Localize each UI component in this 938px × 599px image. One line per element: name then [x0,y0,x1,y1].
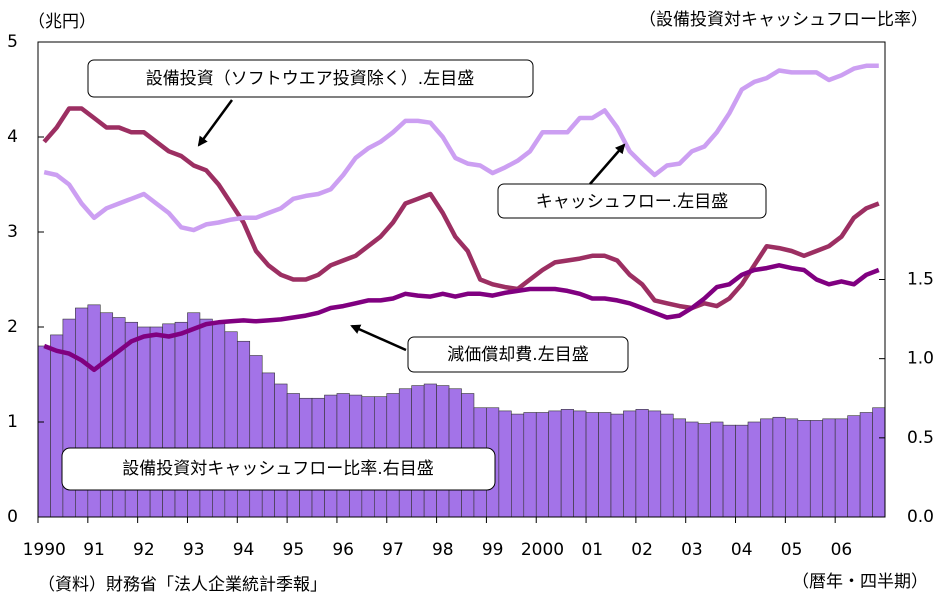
y-tick-label: 0 [7,507,18,527]
bar [772,416,786,518]
x-tick-label: 02 [631,540,653,560]
line-series [43,263,880,373]
x-tick-label: 03 [681,540,703,560]
series-label: 設備投資（ソフトウエア投資除く）.左目盛 [146,69,474,89]
bar [660,413,674,518]
bar [747,421,761,518]
bar [797,420,811,518]
annotation-box [61,447,496,491]
bar [548,410,562,518]
bar [697,423,711,518]
bar [598,412,612,518]
line-series [43,63,879,233]
x-tick-label: 1990 [23,540,66,560]
arrow [589,143,626,185]
bar [236,340,251,518]
y2-tick-label: 0.0 [907,507,934,527]
bar [511,413,525,518]
y2-axis-label: （設備投資対キャッシュフロー比率） [639,10,928,30]
arrow [197,99,234,147]
x-tick-label: 04 [731,540,753,560]
series-label: 減価償却費.左目盛 [447,345,588,365]
arrow [350,324,407,352]
x-tick-label: 96 [332,540,354,560]
bar [859,412,873,518]
bar [635,409,649,518]
y2-tick-label: 0.5 [907,428,934,448]
x-axis-label: （暦年・四半期） [792,572,928,592]
bar [785,418,799,518]
x-tick-label: 91 [83,540,105,560]
x-tick-label: 94 [233,540,255,560]
x-tick-label: 99 [482,540,504,560]
y2-tick-label: 1.5 [907,270,934,290]
x-tick-label: 01 [581,540,603,560]
bar [585,412,599,518]
bar [623,410,637,518]
x-tick-label: 05 [781,540,803,560]
y-tick-label: 1 [7,412,18,432]
bar [37,345,51,518]
bar [722,424,736,518]
line-series [42,106,880,311]
x-tick-label: 92 [133,540,155,560]
y-axis-label: （兆円） [28,12,96,32]
bar [809,420,824,518]
x-tick-label: 95 [283,540,305,560]
bar [560,409,574,518]
annotation-box [407,336,629,373]
bar [50,334,64,518]
y-tick-label: 2 [7,317,18,337]
bar [834,418,848,518]
annotation-box [497,183,767,219]
bar [735,424,749,518]
y-tick-label: 3 [7,222,18,242]
bar [710,421,724,518]
series-label: キャッシュフロー.左目盛 [536,192,728,212]
annotation-box [87,59,534,98]
series-label: 設備投資対キャッシュフロー比率.右目盛 [122,459,433,479]
bar [822,418,836,518]
x-tick-label: 97 [382,540,404,560]
bar [685,421,699,518]
bar [610,413,624,518]
bar [573,410,587,518]
y-tick-label: 5 [7,32,18,52]
y-tick-label: 4 [7,127,18,147]
x-tick-label: 06 [831,540,853,560]
bar [847,415,861,518]
x-tick-label: 2000 [521,540,564,560]
bar [498,410,512,518]
bar [648,410,662,518]
x-tick-label: 93 [183,540,205,560]
y2-tick-label: 1.0 [907,349,934,369]
bar [261,372,275,518]
bar [872,407,886,518]
bar [535,412,549,518]
bar [672,418,687,518]
source-note: （資料）財務省「法人企業統計季報」 [38,575,327,595]
bar [523,412,537,518]
bar [249,355,263,518]
bar [760,418,774,518]
x-tick-label: 98 [432,540,454,560]
annotations: 設備投資（ソフトウエア投資除く）.左目盛 キャッシュフロー.左目盛 減価償却費.… [61,59,767,491]
